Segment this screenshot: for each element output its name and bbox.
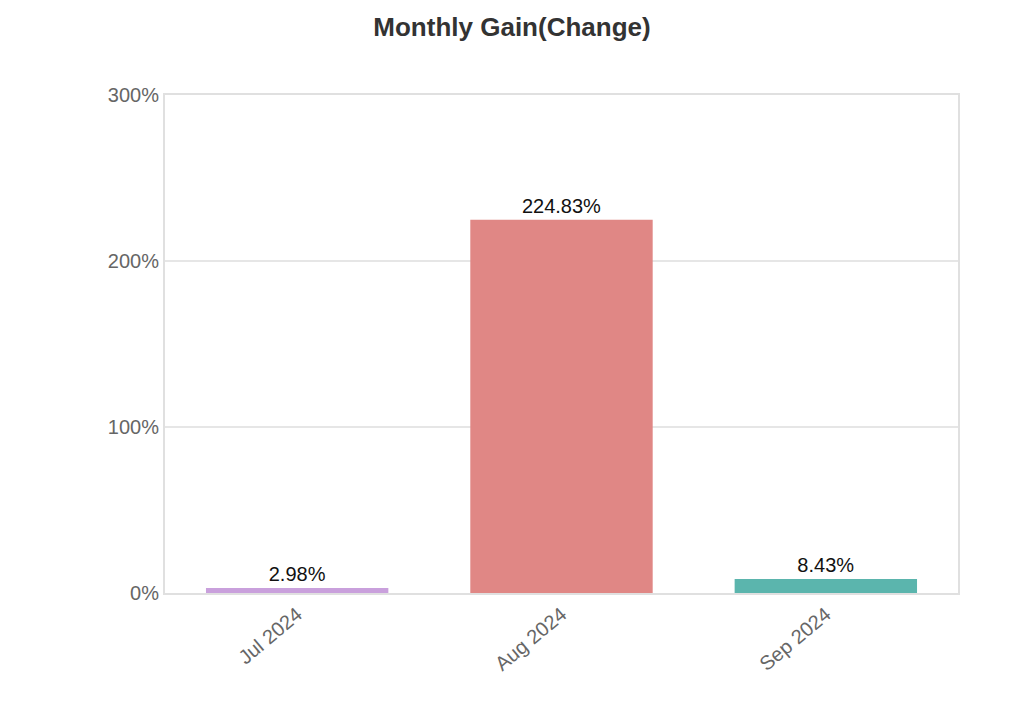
svg-text:300%: 300%	[108, 84, 159, 106]
svg-text:224.83%: 224.83%	[522, 195, 601, 217]
svg-text:200%: 200%	[108, 250, 159, 272]
svg-text:8.43%: 8.43%	[797, 554, 854, 576]
svg-text:2.98%: 2.98%	[269, 563, 326, 585]
svg-text:0%: 0%	[130, 582, 159, 604]
svg-text:Aug 2024: Aug 2024	[491, 603, 571, 675]
svg-text:100%: 100%	[108, 416, 159, 438]
svg-text:Jul 2024: Jul 2024	[234, 603, 306, 668]
svg-text:Sep 2024: Sep 2024	[755, 603, 835, 675]
svg-text:Monthly Gain(Change): Monthly Gain(Change)	[373, 12, 650, 42]
